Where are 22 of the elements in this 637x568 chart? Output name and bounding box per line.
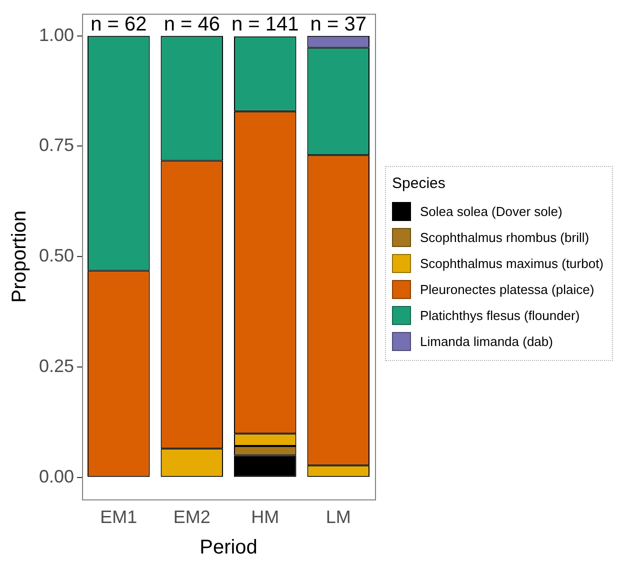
y-tick-label: 0.25 [38, 356, 74, 376]
legend-title: Species [392, 175, 446, 192]
y-tick-label: 0.00 [38, 466, 74, 486]
y-axis-title: Proportion [8, 210, 31, 303]
y-tick-label: 1.00 [38, 24, 74, 45]
annotation: n = 62 [90, 13, 147, 36]
legend-label: Scophthalmus rhombus (brill) [420, 230, 590, 244]
legend-label: Solea solea (Dover sole) [420, 204, 562, 218]
legend-label: Scophthalmus maximus (turbot) [420, 256, 604, 270]
annotation: n = 46 [164, 13, 220, 36]
x-tick-label: HM [251, 507, 280, 528]
x-axis-title: Period [200, 536, 258, 559]
x-tick-label: LM [326, 507, 351, 528]
x-tick-label: EM1 [100, 507, 138, 528]
annotation: n = 141 [231, 13, 299, 36]
x-tick-label: EM2 [173, 507, 210, 528]
annotation: n = 37 [310, 13, 366, 36]
legend-label: Limanda limanda (dab) [420, 334, 553, 348]
legend-label: Pleuronectes platessa (plaice) [420, 282, 594, 296]
y-tick-label: 0.50 [38, 246, 74, 266]
y-tick-label: 0.75 [38, 135, 74, 156]
legend-label: Platichthys flesus (flounder) [420, 308, 580, 322]
